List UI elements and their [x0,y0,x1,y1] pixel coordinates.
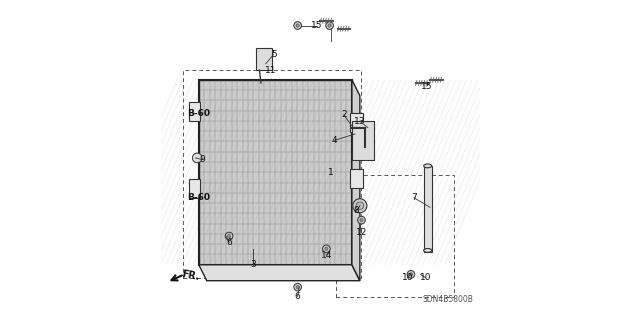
Circle shape [326,22,333,29]
Circle shape [296,24,300,27]
Circle shape [356,203,360,206]
Circle shape [294,22,301,29]
Circle shape [328,24,331,27]
Text: 15: 15 [421,82,433,91]
Bar [350,113,363,132]
Text: B-60: B-60 [188,109,211,118]
Text: 4: 4 [332,136,337,145]
Circle shape [193,153,202,163]
Text: 2: 2 [341,110,347,119]
Polygon shape [352,80,360,281]
Circle shape [410,273,413,276]
Bar [424,166,431,252]
Text: 11: 11 [265,66,276,75]
Text: FR.: FR. [181,270,201,282]
Text: 5: 5 [271,50,276,59]
Circle shape [296,286,300,289]
Text: 15: 15 [311,21,323,30]
Polygon shape [199,265,360,281]
Bar [256,48,272,70]
Bar [183,70,362,278]
Text: 10: 10 [402,273,413,282]
Circle shape [356,202,364,210]
Circle shape [227,234,230,238]
Circle shape [323,245,330,253]
Text: 7: 7 [412,193,417,202]
Text: 10: 10 [420,273,431,282]
Text: 3: 3 [250,260,256,269]
Circle shape [358,216,365,224]
Circle shape [324,247,328,250]
Circle shape [225,232,233,240]
Circle shape [353,199,367,213]
Circle shape [407,271,415,278]
Circle shape [294,283,301,291]
Text: 13: 13 [354,117,365,126]
Ellipse shape [424,249,431,252]
Text: B-60: B-60 [188,193,211,202]
Bar [189,179,200,198]
Text: 6: 6 [295,292,301,301]
Text: 14: 14 [321,251,332,260]
Bar [350,169,363,188]
Circle shape [360,219,363,222]
Bar [336,175,454,297]
Polygon shape [199,80,352,265]
Text: 8: 8 [354,206,360,215]
Circle shape [355,200,362,208]
Bar [352,121,374,160]
Text: 6: 6 [226,238,232,247]
Bar [189,102,200,121]
Text: 9: 9 [199,155,205,164]
Text: SDN4B5800B: SDN4B5800B [422,295,473,304]
Text: 12: 12 [356,228,367,237]
Ellipse shape [424,164,431,168]
Text: 1: 1 [328,168,334,177]
